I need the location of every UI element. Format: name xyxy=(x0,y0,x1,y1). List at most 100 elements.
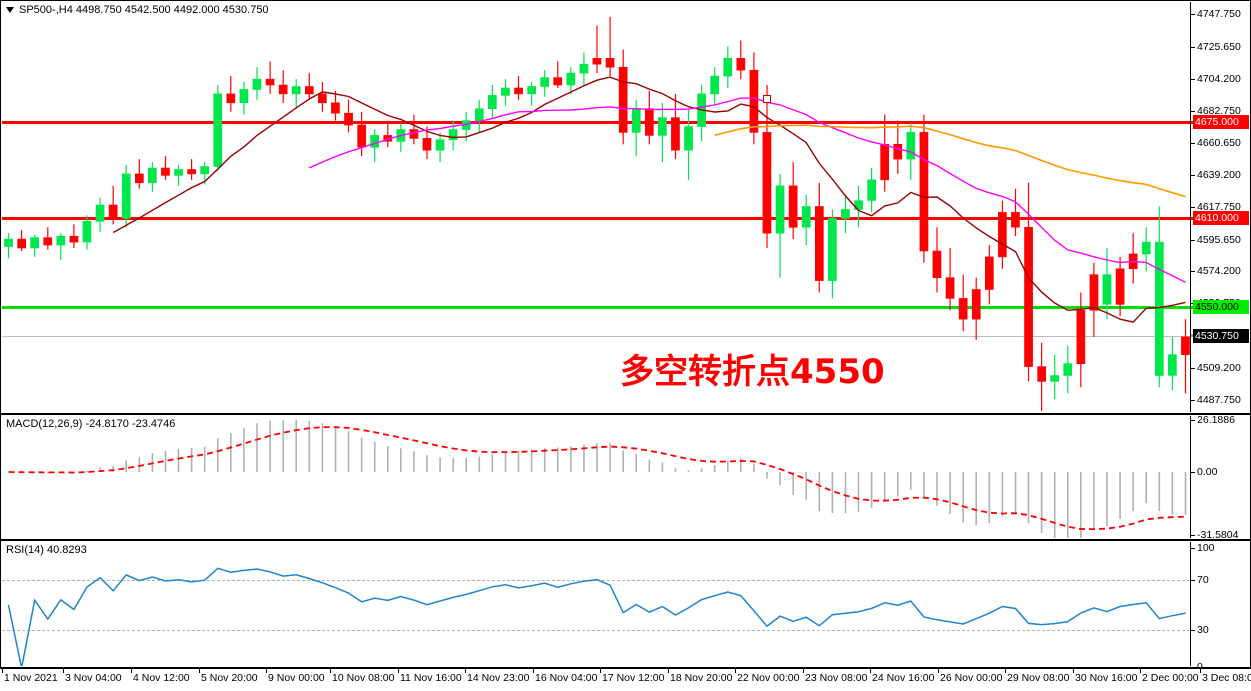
rsi-tick-mark xyxy=(1191,579,1195,581)
macd-panel[interactable]: MACD(12,26,9) -24.8170 -23.4746 26.1886 0… xyxy=(0,413,1251,542)
price-tick-label: 4595.650 xyxy=(1197,233,1241,246)
time-tick-mark xyxy=(1073,669,1074,673)
price-tick-label: 4704.200 xyxy=(1197,72,1241,85)
time-tick-mark xyxy=(2,669,3,673)
level-line-current-price-4530[interactable] xyxy=(2,335,1190,337)
macd-tick-mark xyxy=(1191,535,1195,537)
time-tick-mark xyxy=(465,669,466,673)
time-tick-label: 4 Nov 12:00 xyxy=(133,672,190,684)
price-badge-red[interactable]: 4675.000 xyxy=(1193,115,1249,130)
time-tick-label: 5 Nov 20:00 xyxy=(201,672,258,684)
time-tick-mark xyxy=(1005,669,1006,673)
price-tick-label: 4747.750 xyxy=(1197,8,1241,21)
time-tick-mark xyxy=(131,669,132,673)
time-tick-mark xyxy=(1140,669,1141,673)
time-tick-label: 23 Nov 08:00 xyxy=(805,672,868,684)
price-badge-red[interactable]: 4610.000 xyxy=(1193,211,1249,226)
rsi-tick-label: 30 xyxy=(1197,624,1209,637)
price-badge-green[interactable]: 4550.000 xyxy=(1193,300,1249,315)
macd-tick-label: -31.5804 xyxy=(1197,529,1239,542)
price-tick-mark xyxy=(1191,14,1195,16)
price-tick-label: 4639.200 xyxy=(1197,169,1241,182)
level-line-support-4550[interactable] xyxy=(2,305,1190,309)
time-tick-label: 3 Nov 04:00 xyxy=(65,672,122,684)
time-tick-mark xyxy=(938,669,939,673)
price-tick-mark xyxy=(1191,206,1195,208)
rsi-tick-mark xyxy=(1191,667,1195,668)
chart-annotation-text[interactable]: 多空转折点4550 xyxy=(620,352,885,392)
macd-axis[interactable]: 26.1886 0.00 -31.5804 xyxy=(1190,413,1250,542)
time-tick-label: 3 Dec 08:00 xyxy=(1202,672,1251,684)
rsi-label: RSI(14) 40.8293 xyxy=(6,544,87,556)
macd-tick-mark xyxy=(1191,472,1195,473)
time-tick-label: 22 Nov 00:00 xyxy=(737,672,800,684)
time-tick-label: 29 Nov 08:00 xyxy=(1007,672,1070,684)
price-tick-label: 4617.750 xyxy=(1197,200,1241,213)
macd-label: MACD(12,26,9) -24.8170 -23.4746 xyxy=(6,418,176,430)
time-tick-mark xyxy=(735,669,736,673)
price-tick-mark xyxy=(1191,175,1195,177)
time-tick-label: 1 Nov 2021 xyxy=(4,672,58,684)
time-tick-mark xyxy=(533,669,534,673)
macd-tick-mark xyxy=(1191,419,1195,421)
time-tick-label: 26 Nov 00:00 xyxy=(940,672,1003,684)
time-tick-mark xyxy=(803,669,804,673)
rsi-axis[interactable]: 100 70 30 0 xyxy=(1190,542,1250,673)
price-tick-mark xyxy=(1191,271,1195,273)
time-axis[interactable]: 1 Nov 2021 3 Nov 04:00 4 Nov 12:00 5 Nov 20… xyxy=(0,668,1251,691)
rsi-series-svg xyxy=(7,567,1186,666)
triangle-down-icon[interactable] xyxy=(6,7,14,13)
price-tick-mark xyxy=(1191,110,1195,112)
price-tick-mark xyxy=(1191,367,1195,369)
price-series-svg xyxy=(4,16,1190,411)
chart-object-handle[interactable] xyxy=(763,95,771,103)
macd-tick-label: 0.00 xyxy=(1197,466,1218,478)
time-tick-label: 18 Nov 20:00 xyxy=(670,672,733,684)
time-tick-label: 9 Nov 00:00 xyxy=(268,672,325,684)
level-line-resistance-4675[interactable] xyxy=(2,120,1190,124)
time-tick-label: 11 Nov 16:00 xyxy=(400,672,462,684)
price-tick-mark xyxy=(1191,399,1195,401)
time-tick-label: 24 Nov 16:00 xyxy=(872,672,935,684)
price-tick-label: 4660.650 xyxy=(1197,137,1241,150)
price-tick-label: 4682.750 xyxy=(1197,104,1241,117)
time-tick-label: 14 Nov 23:00 xyxy=(467,672,530,684)
price-tick-mark xyxy=(1191,46,1195,48)
rsi-panel[interactable]: RSI(14) 40.8293 100 70 30 0 xyxy=(0,540,1251,673)
price-tick-mark xyxy=(1191,143,1195,145)
rsi-tick-mark xyxy=(1191,548,1195,549)
price-plot-area[interactable]: 多空转折点4550 xyxy=(2,2,1190,412)
time-tick-mark xyxy=(870,669,871,673)
rsi-tick-mark xyxy=(1191,630,1195,632)
chart-symbol-header[interactable]: SP500-,H4 4498.750 4542.500 4492.000 453… xyxy=(6,4,269,16)
time-tick-mark xyxy=(330,669,331,673)
rsi-tick-label: 70 xyxy=(1197,573,1209,586)
price-tick-label: 4509.200 xyxy=(1197,361,1241,374)
time-tick-label: 30 Nov 16:00 xyxy=(1075,672,1138,684)
time-tick-label: 10 Nov 08:00 xyxy=(332,672,395,684)
time-tick-mark xyxy=(63,669,64,673)
price-axis[interactable]: 4747.750 4725.650 4704.200 4682.750 4660.650… xyxy=(1190,2,1250,412)
time-tick-mark xyxy=(600,669,601,673)
time-tick-mark xyxy=(398,669,399,673)
rsi-tick-label: 0 xyxy=(1197,661,1203,673)
price-chart-panel[interactable]: SP500-,H4 4498.750 4542.500 4492.000 453… xyxy=(0,0,1251,414)
symbol-ohlc-label: SP500-,H4 4498.750 4542.500 4492.000 453… xyxy=(19,4,269,16)
price-badge-black[interactable]: 4530.750 xyxy=(1193,328,1249,343)
macd-tick-label: 26.1886 xyxy=(1197,413,1235,426)
macd-series-svg xyxy=(8,419,1187,538)
price-tick-label: 4487.750 xyxy=(1197,393,1241,406)
price-tick-mark xyxy=(1191,239,1195,241)
price-tick-mark xyxy=(1191,78,1195,80)
time-tick-label: 16 Nov 04:00 xyxy=(535,672,598,684)
rsi-guide-30 xyxy=(2,630,1190,632)
rsi-plot-area[interactable] xyxy=(2,542,1190,666)
time-tick-label: 17 Nov 12:00 xyxy=(602,672,665,684)
time-tick-mark xyxy=(266,669,267,673)
time-tick-label: 2 Dec 00:00 xyxy=(1142,672,1199,684)
macd-plot-area[interactable] xyxy=(2,416,1190,538)
level-line-resistance-4610[interactable] xyxy=(2,216,1190,220)
rsi-tick-label: 100 xyxy=(1197,542,1215,554)
price-tick-label: 4725.650 xyxy=(1197,40,1241,53)
